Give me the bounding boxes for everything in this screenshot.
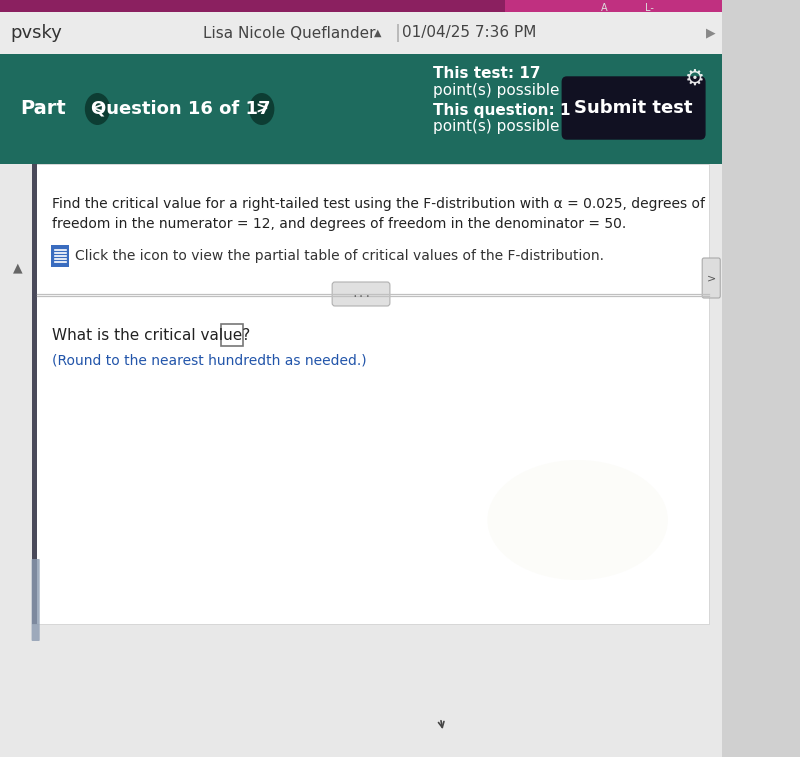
Text: A: A	[602, 3, 608, 13]
Text: >: >	[255, 101, 268, 117]
FancyBboxPatch shape	[31, 559, 40, 641]
Text: ▲: ▲	[14, 261, 23, 275]
Text: ▶: ▶	[706, 26, 716, 39]
Ellipse shape	[249, 93, 274, 125]
Text: Lisa Nicole Queflander: Lisa Nicole Queflander	[202, 26, 375, 41]
Text: Question 16 of 17: Question 16 of 17	[90, 100, 270, 118]
Text: ⚙: ⚙	[685, 69, 705, 89]
Text: 01/04/25 7:36 PM: 01/04/25 7:36 PM	[402, 26, 537, 41]
FancyBboxPatch shape	[221, 324, 242, 346]
Text: This test: 17: This test: 17	[434, 67, 541, 82]
Text: Click the icon to view the partial table of critical values of the F-distributio: Click the icon to view the partial table…	[75, 249, 604, 263]
FancyBboxPatch shape	[0, 0, 506, 12]
Ellipse shape	[487, 460, 668, 580]
Text: What is the critical value?: What is the critical value?	[52, 328, 250, 342]
Text: <: <	[91, 101, 104, 117]
Text: point(s) possible: point(s) possible	[434, 120, 560, 135]
Text: |: |	[394, 24, 401, 42]
FancyBboxPatch shape	[332, 282, 390, 306]
Text: (Round to the nearest hundredth as needed.): (Round to the nearest hundredth as neede…	[52, 353, 367, 367]
Text: freedom in the numerator = 12, and degrees of freedom in the denominator = 50.: freedom in the numerator = 12, and degre…	[52, 217, 626, 231]
FancyBboxPatch shape	[33, 164, 710, 624]
FancyBboxPatch shape	[702, 258, 720, 298]
FancyBboxPatch shape	[0, 54, 722, 164]
Text: L-: L-	[646, 3, 654, 13]
Text: This question: 1: This question: 1	[434, 102, 570, 117]
Text: Submit test: Submit test	[574, 99, 693, 117]
FancyBboxPatch shape	[51, 245, 70, 267]
FancyBboxPatch shape	[0, 12, 722, 54]
Text: ▲: ▲	[374, 28, 381, 38]
Ellipse shape	[85, 93, 110, 125]
FancyBboxPatch shape	[0, 164, 722, 757]
Text: pvsky: pvsky	[11, 24, 62, 42]
Text: ...: ...	[351, 289, 371, 299]
FancyBboxPatch shape	[506, 0, 722, 12]
FancyBboxPatch shape	[33, 164, 37, 624]
Text: >: >	[706, 273, 716, 283]
FancyBboxPatch shape	[562, 77, 705, 139]
Text: Find the critical value for a right-tailed test using the F-distribution with α : Find the critical value for a right-tail…	[52, 197, 706, 211]
Text: Part: Part	[20, 99, 66, 119]
Text: point(s) possible: point(s) possible	[434, 83, 560, 98]
